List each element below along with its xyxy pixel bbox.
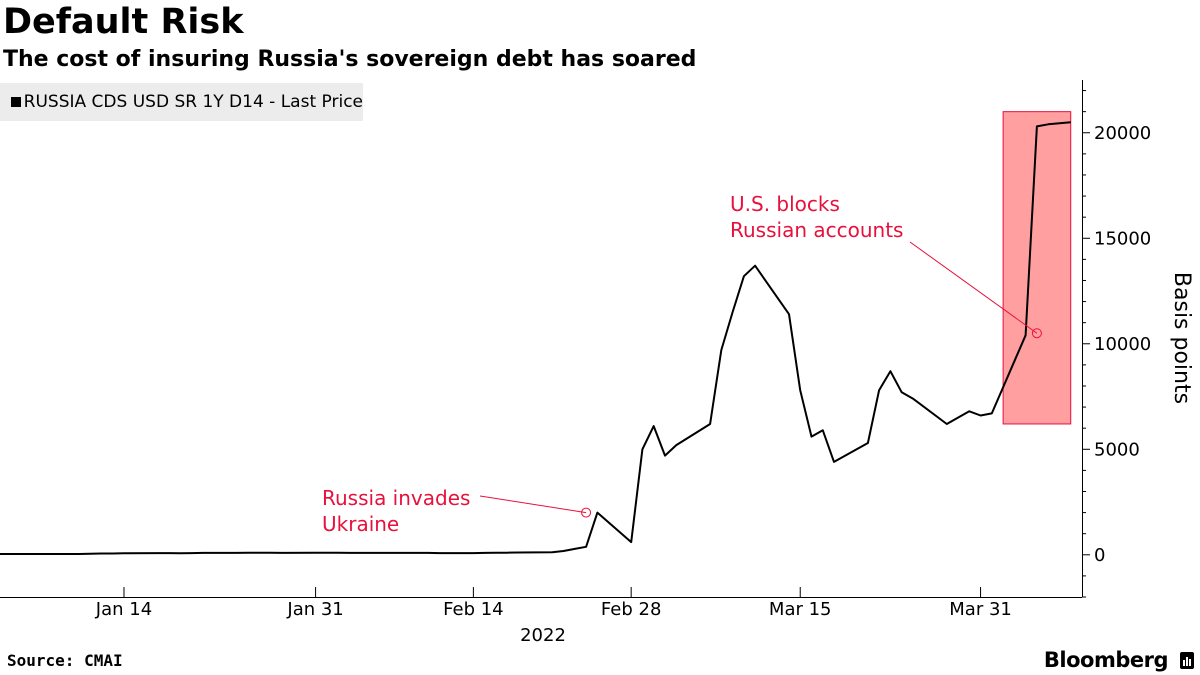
y-tick-label-5000: 5000 xyxy=(1094,439,1140,460)
legend-label: RUSSIA CDS USD SR 1Y D14 - Last Price xyxy=(23,92,363,112)
annotation-text: Russian accounts xyxy=(730,218,903,242)
bloomberg-bars-icon xyxy=(1180,652,1194,669)
legend: RUSSIA CDS USD SR 1Y D14 - Last Price xyxy=(0,83,363,121)
bloomberg-logo: Bloomberg xyxy=(1043,648,1169,672)
legend-swatch xyxy=(11,97,21,107)
y-tick-label-15000: 15000 xyxy=(1094,228,1151,249)
source-note: Source: CMAI xyxy=(7,651,123,670)
y-tick-label-0: 0 xyxy=(1094,545,1105,566)
x-tick-label: Mar 15 xyxy=(769,599,832,620)
annotation-marker xyxy=(581,507,592,518)
annotation-marker xyxy=(1031,328,1042,339)
chart-subtitle: The cost of insuring Russia's sovereign … xyxy=(3,47,697,72)
chart-title: Default Risk xyxy=(3,2,244,42)
y-tick-label-10000: 10000 xyxy=(1094,334,1151,355)
series-line xyxy=(0,121,1071,555)
x-tick-label: Mar 31 xyxy=(949,599,1012,620)
annotation-text: Russia invades xyxy=(322,486,470,510)
annotation-text: Ukraine xyxy=(322,512,399,536)
annotation-text: U.S. blocks xyxy=(730,192,840,216)
x-tick-label: Feb 14 xyxy=(443,599,504,620)
x-tick-label: Jan 31 xyxy=(286,599,343,620)
annotation-leader xyxy=(479,495,587,514)
x-tick-label: Jan 14 xyxy=(95,599,152,620)
y-axis-label: Basis points xyxy=(1169,272,1194,404)
year-label: 2022 xyxy=(520,625,566,646)
y-tick-label-20000: 20000 xyxy=(1094,123,1151,144)
highlight-box xyxy=(1002,111,1072,425)
x-tick-label: Feb 28 xyxy=(601,599,662,620)
annotation-leader xyxy=(909,241,1038,334)
